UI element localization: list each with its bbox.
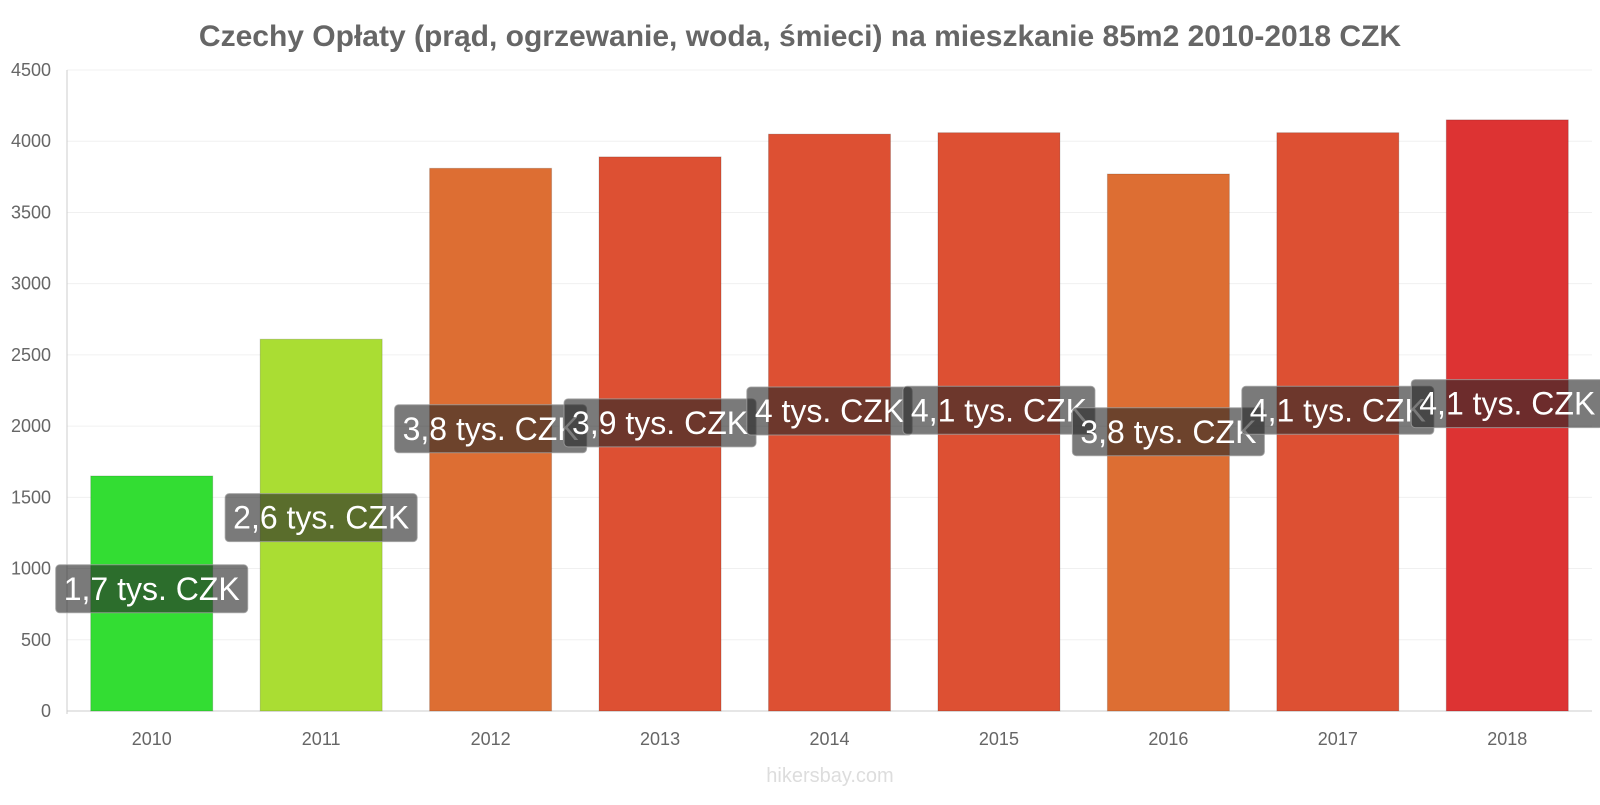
data-label-text: 1,7 tys. CZK [64,571,240,607]
y-tick-labels: 0 500 1000 1500 2000 2500 3000 3500 4000 4500 [11,60,51,721]
data-label: 4,1 tys. CZK [902,385,1096,435]
watermark: hikersbay.com [766,765,893,787]
y-tick-label: 3500 [11,202,51,222]
x-tick-label: 2015 [979,729,1019,749]
data-label: 4,1 tys. CZK [1410,379,1600,429]
data-label: 4,1 tys. CZK [1241,385,1435,435]
y-tick-label: 2500 [11,345,51,365]
data-label-text: 4 tys. CZK [755,393,904,429]
x-tick-labels: 2010 2011 2012 2013 2014 2015 2016 2017 2018 [132,729,1528,749]
x-tick-label: 2010 [132,729,172,749]
y-tick-label: 1000 [11,559,51,579]
data-label: 3,8 tys. CZK [394,404,588,454]
y-tick-label: 3000 [11,274,51,294]
data-label-text: 4,1 tys. CZK [1419,386,1595,422]
data-label-box [1410,379,1600,429]
x-tick-label: 2014 [809,729,849,749]
data-label: 3,9 tys. CZK [563,398,757,448]
data-label-box [55,564,249,614]
y-tick-label: 500 [21,630,51,650]
chart-title: Czechy Opłaty (prąd, ogrzewanie, woda, ś… [199,20,1401,53]
y-tick-label: 4000 [11,131,51,151]
data-label-text: 2,6 tys. CZK [233,500,409,536]
x-tick-label: 2017 [1318,729,1358,749]
data-label-text: 3,8 tys. CZK [403,411,579,447]
data-label-box [224,493,418,543]
x-tick-label: 2018 [1487,729,1527,749]
data-label: 4 tys. CZK [746,386,913,436]
y-tick-label: 4500 [11,60,51,80]
x-tick-label: 2011 [302,729,341,749]
x-tick-label: 2013 [640,729,680,749]
x-tick-label: 2016 [1148,729,1188,749]
data-label-text: 3,9 tys. CZK [572,405,748,441]
data-label: 1,7 tys. CZK [55,564,249,614]
y-tick-label: 1500 [11,487,51,507]
data-label-text: 4,1 tys. CZK [1250,392,1426,428]
y-tick-label: 0 [41,701,51,721]
data-label: 2,6 tys. CZK [224,493,418,543]
y-tick-label: 2000 [11,416,51,436]
data-label-text: 3,8 tys. CZK [1080,414,1256,450]
data-label: 3,8 tys. CZK [1071,407,1265,457]
x-tick-label: 2012 [471,729,511,749]
data-label-text: 4,1 tys. CZK [911,392,1087,428]
